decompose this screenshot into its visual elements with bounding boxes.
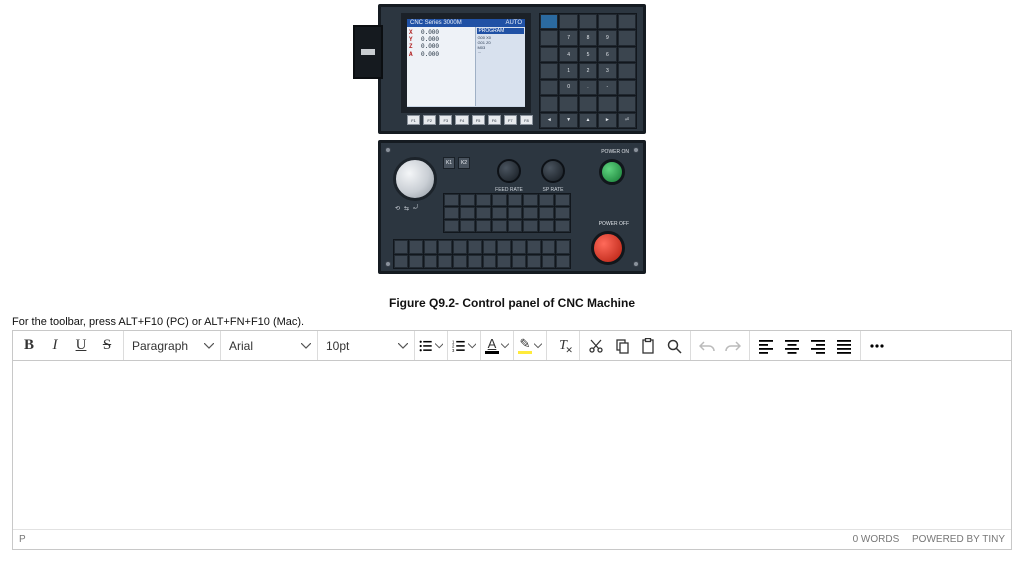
figure-caption: Figure Q9.2- Control panel of CNC Machin… [389, 296, 635, 310]
italic-button[interactable]: I [43, 334, 67, 358]
underline-button[interactable]: U [69, 334, 93, 358]
k-buttons: K1 K2 [443, 157, 470, 169]
align-justify-button[interactable] [832, 334, 856, 358]
align-center-icon [784, 338, 800, 354]
mode-key-grid [443, 193, 571, 233]
bullet-list-button[interactable] [419, 334, 443, 358]
align-center-button[interactable] [780, 334, 804, 358]
chevron-down-icon [398, 343, 408, 349]
numbered-list-button[interactable]: 123 [452, 334, 476, 358]
cnc-side-module [353, 25, 383, 79]
align-right-icon [810, 338, 826, 354]
spindle-rate-knob [541, 159, 565, 183]
cnc-keypad: 789 456 123 0.- ◄▼▲►⏎ [539, 13, 637, 129]
screen-side-panel: PROGRAM G00 X0G01 Z0M03··· [475, 27, 525, 106]
feed-rate-knob [497, 159, 521, 183]
font-size-select[interactable]: 10pt [318, 334, 414, 358]
editor-toolbar: B I U S Paragraph Arial 10pt [13, 331, 1011, 361]
font-size-label: 10pt [326, 339, 349, 353]
chevron-down-icon [204, 343, 214, 349]
paragraph-style-label: Paragraph [132, 339, 188, 353]
paragraph-style-select[interactable]: Paragraph [124, 334, 220, 358]
undo-button[interactable] [695, 334, 719, 358]
find-button[interactable] [662, 334, 686, 358]
editor-statusbar: P 0 WORDS POWERED BY TINY [13, 529, 1011, 549]
word-count: 0 WORDS [853, 534, 900, 545]
copy-icon [614, 338, 630, 354]
jog-key-grid [393, 239, 571, 269]
redo-icon [725, 338, 741, 354]
power-on-button [599, 159, 625, 185]
function-keys: F1F2 F3F4 F5F6 F7F8 [407, 115, 533, 125]
copy-button[interactable] [610, 334, 634, 358]
highlight-color-button[interactable]: ✎ [518, 334, 542, 358]
screen-title: CNC Series 3000M [410, 20, 462, 26]
redo-button[interactable] [721, 334, 745, 358]
bullet-list-icon [419, 338, 433, 354]
highlighter-icon: ✎ [520, 337, 531, 350]
cnc-screen: CNC Series 3000M AUTO X0.000 Y0.000 Z0.0… [401, 13, 531, 113]
ellipsis-icon [869, 338, 885, 354]
axis-readout: X0.000 Y0.000 Z0.000 A0.000 [407, 27, 475, 106]
powered-by-label[interactable]: POWERED BY TINY [912, 534, 1005, 545]
font-family-label: Arial [229, 339, 253, 353]
chevron-down-icon [501, 338, 509, 354]
more-button[interactable] [865, 334, 889, 358]
clipboard-icon [640, 338, 656, 354]
font-family-select[interactable]: Arial [221, 334, 317, 358]
strikethrough-button[interactable]: S [95, 334, 119, 358]
mode-icons: ⟲⇆⤾ [395, 205, 418, 212]
paste-button[interactable] [636, 334, 660, 358]
jog-wheel [393, 157, 437, 201]
cnc-operator-panel: ⟲⇆⤾ K1 K2 FEED RATE SP RATE POWER ON POW… [378, 140, 646, 274]
power-off-label: POWER OFF [599, 221, 629, 227]
text-color-button[interactable]: A [485, 334, 509, 358]
numbered-list-icon: 123 [452, 338, 466, 354]
toolbar-hint: For the toolbar, press ALT+F10 (PC) or A… [0, 316, 1024, 328]
svg-text:3: 3 [452, 347, 455, 352]
scissors-icon [588, 338, 604, 354]
search-icon [666, 338, 682, 354]
editor-content-area[interactable] [13, 361, 1011, 529]
screen-mode: AUTO [505, 20, 522, 26]
chevron-down-icon [468, 338, 476, 354]
align-right-button[interactable] [806, 334, 830, 358]
cut-button[interactable] [584, 334, 608, 358]
power-on-label: POWER ON [601, 149, 629, 155]
element-path[interactable]: P [19, 534, 26, 545]
align-left-button[interactable] [754, 334, 778, 358]
chevron-down-icon [534, 338, 542, 354]
align-left-icon [758, 338, 774, 354]
chevron-down-icon [435, 338, 443, 354]
clear-formatting-button[interactable]: T✕ [551, 334, 575, 358]
chevron-down-icon [301, 343, 311, 349]
undo-icon [699, 338, 715, 354]
bold-button[interactable]: B [17, 334, 41, 358]
cnc-panel-figure: CNC Series 3000M AUTO X0.000 Y0.000 Z0.0… [378, 4, 646, 274]
cnc-display-panel: CNC Series 3000M AUTO X0.000 Y0.000 Z0.0… [378, 4, 646, 134]
rich-text-editor: B I U S Paragraph Arial 10pt [12, 330, 1012, 550]
emergency-stop-button [591, 231, 625, 265]
align-justify-icon [836, 338, 852, 354]
